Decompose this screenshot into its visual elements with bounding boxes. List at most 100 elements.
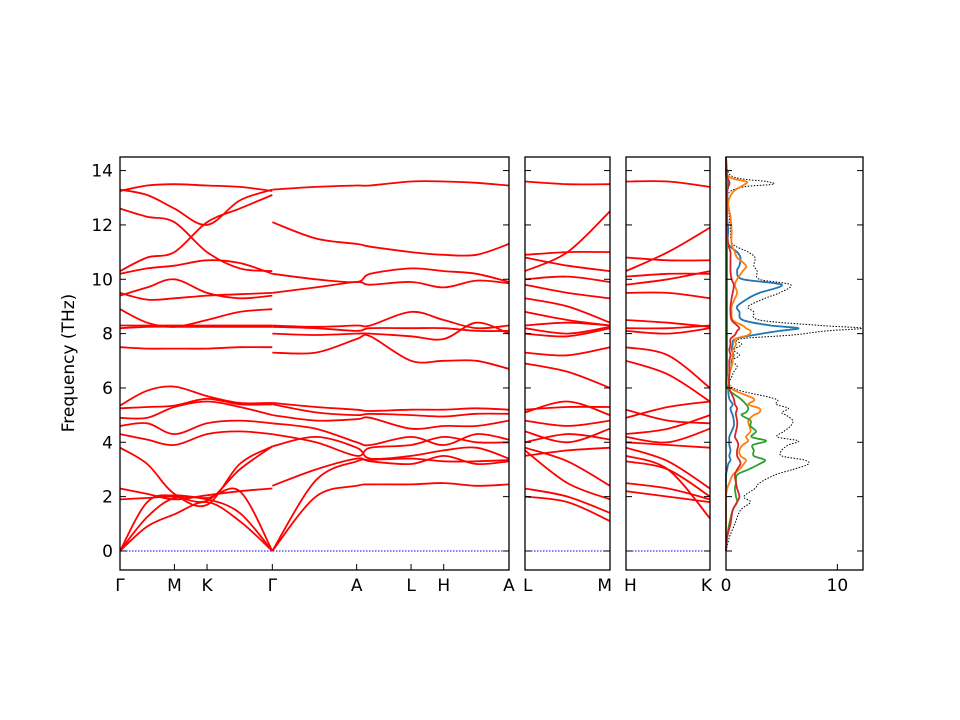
phonon-band xyxy=(119,325,273,330)
phonon-band xyxy=(119,259,273,275)
phonon-band xyxy=(272,267,510,284)
panel-frame xyxy=(119,156,510,571)
x-tick-label: Γ xyxy=(115,576,125,596)
phonon-band xyxy=(524,362,611,389)
phonon-band xyxy=(271,482,510,552)
phonon-band xyxy=(625,482,711,501)
phonon-band xyxy=(524,405,611,411)
phonon-band xyxy=(119,346,273,350)
phonon-band xyxy=(272,402,510,412)
phonon-band xyxy=(625,226,711,272)
x-tick-label: H xyxy=(437,576,450,596)
phonon-band xyxy=(524,275,611,283)
phonon-band xyxy=(272,435,510,460)
x-tick-label: H xyxy=(624,576,637,596)
band-panel-main: Γ M K Γ A L H A 0 2 4 6 8 10 12 14 xyxy=(91,156,515,596)
phonon-band xyxy=(272,325,510,332)
y-tick-label: 14 xyxy=(91,162,113,182)
phonon-band xyxy=(119,397,273,410)
phonon-band xyxy=(119,445,273,503)
phonon-band xyxy=(272,180,510,191)
x-tick-label: K xyxy=(701,576,713,596)
phonon-band xyxy=(272,403,510,418)
phonon-band xyxy=(625,180,711,188)
phonon-band xyxy=(524,427,611,444)
phonon-band xyxy=(625,490,711,503)
phonon-band xyxy=(119,445,273,508)
y-tick-label: 2 xyxy=(102,488,113,508)
x-tick-label: 0 xyxy=(721,576,732,596)
phonon-band xyxy=(272,333,510,370)
phonon-band xyxy=(119,278,273,300)
phonon-band xyxy=(272,310,510,330)
dos-series-blue xyxy=(725,156,800,552)
phonon-band xyxy=(524,446,611,487)
phonon-band xyxy=(524,256,611,272)
phonon-band xyxy=(272,321,510,341)
phonon-band xyxy=(625,359,711,403)
phonon-band xyxy=(119,419,273,435)
phonon-band xyxy=(119,183,273,192)
phonon-band xyxy=(524,327,611,338)
y-tick-label: 0 xyxy=(102,542,113,562)
x-tick-label: M xyxy=(167,576,182,596)
y-tick-label: 10 xyxy=(91,270,113,290)
phonon-band xyxy=(119,207,273,272)
phonon-band xyxy=(119,188,273,226)
phonon-band xyxy=(119,430,273,446)
phonon-band xyxy=(625,291,711,300)
phonon-band xyxy=(625,427,711,444)
x-tick-label: 10 xyxy=(827,576,849,596)
phonon-band xyxy=(625,256,711,262)
y-tick-label: 12 xyxy=(91,216,113,236)
phonon-band xyxy=(625,346,711,389)
phonon-band xyxy=(272,279,510,294)
x-tick-label: Γ xyxy=(268,576,278,596)
phonon-band xyxy=(272,433,510,457)
x-tick-label: A xyxy=(503,576,515,596)
phonon-band xyxy=(119,194,273,272)
phonon-band xyxy=(524,346,611,357)
y-axis-label: Frequency (THz) xyxy=(59,294,79,433)
phonon-band xyxy=(625,408,711,425)
phonon-band xyxy=(625,455,711,519)
y-tick-label: 8 xyxy=(102,325,113,345)
phonon-band xyxy=(119,400,273,420)
phonon-band xyxy=(524,433,611,444)
phonon-band xyxy=(625,441,711,449)
phonon-band xyxy=(272,422,510,447)
y-tick-label: 4 xyxy=(102,433,113,453)
phonon-band xyxy=(119,292,273,301)
panel-frame xyxy=(524,156,611,571)
dos-series-green xyxy=(725,156,768,552)
phonon-band xyxy=(625,400,711,419)
phonon-band xyxy=(119,487,273,501)
x-tick-label: K xyxy=(201,576,213,596)
y-tick-label: 6 xyxy=(102,379,113,399)
dos-total-line xyxy=(725,156,863,552)
phonon-band xyxy=(524,180,611,186)
phonon-band xyxy=(119,501,273,552)
x-tick-label: M xyxy=(597,576,612,596)
phonon-band xyxy=(271,221,510,257)
phonon-band xyxy=(625,272,711,278)
phonon-band xyxy=(524,495,611,522)
phonon-band xyxy=(524,210,611,272)
phonon-band xyxy=(119,308,273,328)
phonon-band xyxy=(272,414,510,430)
phonon-band xyxy=(625,319,711,328)
phonon-band xyxy=(524,325,611,335)
dos-series-red xyxy=(725,156,742,552)
phonon-band xyxy=(119,385,273,407)
dos-panel: 0 10 xyxy=(721,156,864,596)
x-tick-label: A xyxy=(351,576,363,596)
phonon-band xyxy=(625,414,711,435)
phonon-band xyxy=(524,297,611,324)
panel-frame xyxy=(725,156,864,571)
x-tick-label: L xyxy=(523,576,533,596)
phonon-band xyxy=(524,487,611,514)
phonon-band xyxy=(625,327,711,335)
